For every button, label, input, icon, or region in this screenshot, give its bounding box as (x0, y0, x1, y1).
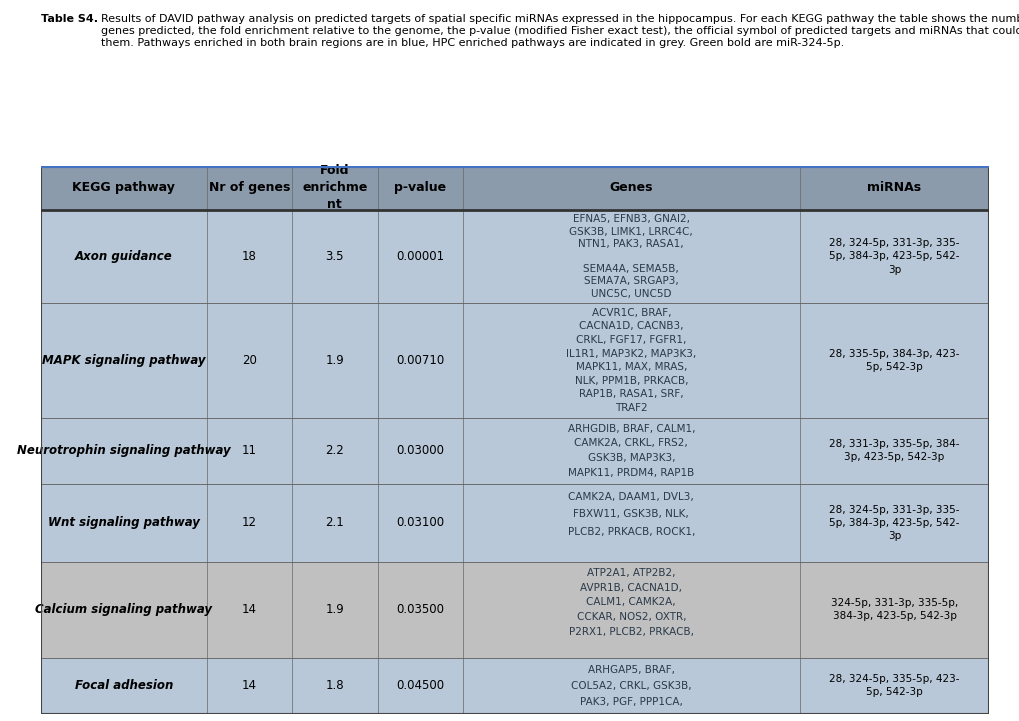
Text: 20: 20 (242, 354, 257, 367)
Text: 1.9: 1.9 (325, 354, 343, 367)
Text: UNC5C, UNC5D: UNC5C, UNC5D (590, 288, 671, 298)
Text: miRNAs: miRNAs (866, 182, 921, 195)
Text: Calcium signaling pathway: Calcium signaling pathway (36, 603, 212, 616)
Text: 11: 11 (242, 444, 257, 457)
Text: 0.03500: 0.03500 (395, 603, 444, 616)
Text: CALM1, CAMK2A,: CALM1, CAMK2A, (586, 598, 676, 608)
Text: PAK3, PGF, PPP1CA,: PAK3, PGF, PPP1CA, (579, 696, 682, 707)
Text: MAPK signaling pathway: MAPK signaling pathway (42, 354, 206, 367)
Text: COL5A2, CRKL, GSK3B,: COL5A2, CRKL, GSK3B, (571, 681, 691, 691)
Text: 12: 12 (242, 516, 257, 529)
Text: SEMA4A, SEMA5B,: SEMA4A, SEMA5B, (583, 264, 679, 274)
Text: Results of DAVID pathway analysis on predicted targets of spatial specific miRNA: Results of DAVID pathway analysis on pre… (101, 14, 1019, 48)
Text: Genes: Genes (609, 182, 652, 195)
Text: 3.5: 3.5 (325, 250, 343, 263)
Text: Fold
enrichme
nt: Fold enrichme nt (302, 164, 367, 211)
Text: CCKAR, NOS2, OXTR,: CCKAR, NOS2, OXTR, (576, 612, 686, 622)
Text: NTN1, PAK3, RASA1,: NTN1, PAK3, RASA1, (578, 239, 684, 249)
Text: 0.00001: 0.00001 (395, 250, 444, 263)
Text: PLCB2, PRKACB, ROCK1,: PLCB2, PRKACB, ROCK1, (567, 526, 694, 536)
Text: Neurotrophin signaling pathway: Neurotrophin signaling pathway (17, 444, 230, 457)
Text: 28, 324-5p, 331-3p, 335-
5p, 384-3p, 423-5p, 542-
3p: 28, 324-5p, 331-3p, 335- 5p, 384-3p, 423… (828, 238, 959, 275)
Text: Focal adhesion: Focal adhesion (74, 679, 173, 692)
Text: Table S4.: Table S4. (41, 14, 98, 25)
Text: 14: 14 (242, 679, 257, 692)
Bar (41, 166, 988, 210)
Text: P2RX1, PLCB2, PRKACB,: P2RX1, PLCB2, PRKACB, (569, 627, 693, 637)
Text: ARHGAP5, BRAF,: ARHGAP5, BRAF, (587, 665, 675, 675)
Text: NLK, PPM1B, PRKACB,: NLK, PPM1B, PRKACB, (574, 376, 688, 386)
Text: TRAF2: TRAF2 (614, 402, 647, 412)
Bar (41, 484, 988, 562)
Text: CAMK2A, DAAM1, DVL3,: CAMK2A, DAAM1, DVL3, (568, 492, 694, 502)
Bar (41, 303, 988, 417)
Text: 0.00710: 0.00710 (395, 354, 444, 367)
Text: ACVR1C, BRAF,: ACVR1C, BRAF, (591, 308, 671, 318)
Text: 324-5p, 331-3p, 335-5p,
384-3p, 423-5p, 542-3p: 324-5p, 331-3p, 335-5p, 384-3p, 423-5p, … (830, 598, 957, 622)
Bar (41, 658, 988, 714)
Text: KEGG pathway: KEGG pathway (72, 182, 175, 195)
Text: 28, 335-5p, 384-3p, 423-
5p, 542-3p: 28, 335-5p, 384-3p, 423- 5p, 542-3p (828, 349, 959, 372)
Text: FBXW11, GSK3B, NLK,: FBXW11, GSK3B, NLK, (573, 509, 689, 519)
Text: 0.03100: 0.03100 (395, 516, 444, 529)
Text: 0.04500: 0.04500 (395, 679, 444, 692)
Text: GSK3B, MAP3K3,: GSK3B, MAP3K3, (587, 454, 675, 463)
Text: 0.03000: 0.03000 (395, 444, 444, 457)
Text: 2.1: 2.1 (325, 516, 343, 529)
Text: 1.8: 1.8 (325, 679, 343, 692)
Text: IL1R1, MAP3K2, MAP3K3,: IL1R1, MAP3K2, MAP3K3, (566, 348, 696, 358)
Text: CRKL, FGF17, FGFR1,: CRKL, FGF17, FGFR1, (576, 335, 686, 345)
Text: Axon guidance: Axon guidance (74, 250, 172, 263)
Text: 28, 331-3p, 335-5p, 384-
3p, 423-5p, 542-3p: 28, 331-3p, 335-5p, 384- 3p, 423-5p, 542… (828, 439, 959, 462)
Text: EFNA5, EFNB3, GNAI2,: EFNA5, EFNB3, GNAI2, (573, 214, 689, 224)
Text: 2.2: 2.2 (325, 444, 343, 457)
Bar (41, 210, 988, 303)
Text: 14: 14 (242, 603, 257, 616)
Text: GSK3B, LIMK1, LRRC4C,: GSK3B, LIMK1, LRRC4C, (569, 226, 693, 236)
Text: ATP2A1, ATP2B2,: ATP2A1, ATP2B2, (587, 568, 675, 578)
Text: CAMK2A, CRKL, FRS2,: CAMK2A, CRKL, FRS2, (574, 438, 688, 448)
Text: SEMA7A, SRGAP3,: SEMA7A, SRGAP3, (583, 276, 678, 286)
Text: p-value: p-value (393, 182, 446, 195)
Text: 1.9: 1.9 (325, 603, 343, 616)
Text: Wnt signaling pathway: Wnt signaling pathway (48, 516, 200, 529)
Text: CACNA1D, CACNB3,: CACNA1D, CACNB3, (579, 322, 683, 332)
Text: 28, 324-5p, 331-3p, 335-
5p, 384-3p, 423-5p, 542-
3p: 28, 324-5p, 331-3p, 335- 5p, 384-3p, 423… (828, 505, 959, 541)
Text: 28, 324-5p, 335-5p, 423-
5p, 542-3p: 28, 324-5p, 335-5p, 423- 5p, 542-3p (828, 674, 959, 697)
Text: 18: 18 (242, 250, 257, 263)
Text: MAPK11, MAX, MRAS,: MAPK11, MAX, MRAS, (575, 362, 687, 372)
Text: RAP1B, RASA1, SRF,: RAP1B, RASA1, SRF, (579, 389, 683, 399)
Text: ARHGDIB, BRAF, CALM1,: ARHGDIB, BRAF, CALM1, (567, 424, 694, 434)
Text: AVPR1B, CACNA1D,: AVPR1B, CACNA1D, (580, 583, 682, 593)
Bar (41, 417, 988, 484)
Text: MAPK11, PRDM4, RAP1B: MAPK11, PRDM4, RAP1B (568, 468, 694, 478)
Bar (41, 562, 988, 658)
Text: Nr of genes: Nr of genes (209, 182, 289, 195)
